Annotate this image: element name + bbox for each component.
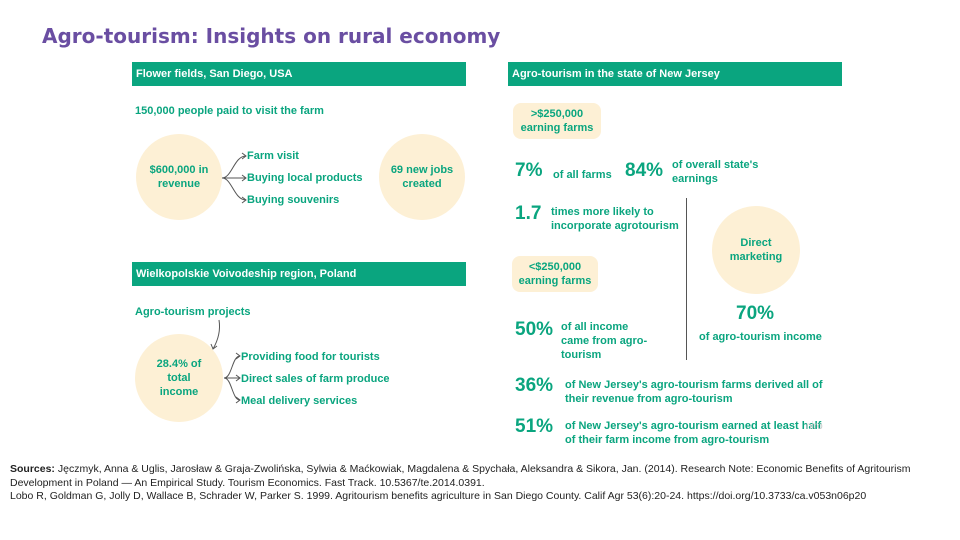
stat-70-value: 70% bbox=[736, 303, 775, 324]
stat-70-text: of agro-tourism income bbox=[699, 331, 822, 343]
stat-36-value: 36% bbox=[515, 375, 554, 396]
stat-50-line-2: came from agro- bbox=[561, 335, 648, 347]
projects-text: Agro-tourism projects bbox=[135, 306, 251, 318]
source-1: Sources: Jęczmyk, Anna & Uglis, Jarosław… bbox=[10, 463, 955, 490]
stray-text: niro bbox=[806, 421, 823, 432]
section-header-new-jersey: Agro-tourism in the state of New Jersey bbox=[508, 62, 842, 86]
direct-line-1: Direct bbox=[740, 237, 772, 249]
stat-84-line-2: earnings bbox=[672, 173, 718, 185]
income-line-1: 28.4% of bbox=[156, 358, 202, 370]
income-line-3: income bbox=[159, 386, 199, 398]
source-line-1: Jęczmyk, Anna & Uglis, Jarosław & Graja-… bbox=[10, 463, 911, 489]
list-item: Direct sales of farm produce bbox=[241, 373, 390, 385]
stat-51-line-1: of New Jersey's agro-tourism earned at l… bbox=[565, 420, 822, 432]
stat-7-value: 7% bbox=[515, 160, 543, 181]
low-earning-pill: <$250,000 earning farms bbox=[512, 256, 598, 292]
stat-36-line-1: of New Jersey's agro-tourism farms deriv… bbox=[565, 379, 823, 391]
stat-51-line-2: of their farm income from agro-tourism bbox=[565, 434, 770, 446]
section-header-san-diego: Flower fields, San Diego, USA bbox=[132, 62, 466, 86]
jobs-circle: 69 new jobs created bbox=[379, 134, 465, 220]
stat-36-text: of New Jersey's agro-tourism farms deriv… bbox=[565, 378, 823, 406]
low-pill-line-1: <$250,000 bbox=[528, 261, 582, 273]
stat-36-line-2: their revenue from agro-tourism bbox=[565, 393, 733, 405]
stat-17-value: 1.7 bbox=[515, 203, 542, 224]
stat-50-line-3: tourism bbox=[561, 349, 602, 361]
source-line-2: Lobo R, Goldman G, Jolly D, Wallace B, S… bbox=[10, 490, 867, 502]
stat-7-text: of all farms bbox=[553, 169, 612, 181]
jobs-line-1: 69 new jobs bbox=[390, 164, 454, 176]
sources-block: Sources: Jęczmyk, Anna & Uglis, Jarosław… bbox=[10, 463, 955, 504]
high-pill-line-2: earning farms bbox=[520, 122, 594, 134]
low-pill-line-2: earning farms bbox=[518, 275, 592, 287]
list-item: Buying local products bbox=[247, 172, 363, 184]
projects-arrow bbox=[210, 319, 220, 350]
sources-label: Sources: bbox=[10, 463, 55, 475]
stat-51-value: 51% bbox=[515, 416, 554, 437]
jobs-line-2: created bbox=[402, 178, 442, 190]
branch-arrows-san-diego bbox=[221, 152, 247, 204]
revenue-circle: $600,000 in revenue bbox=[136, 134, 222, 220]
high-earning-pill: >$250,000 earning farms bbox=[513, 103, 601, 139]
stat-17-text: times more likely to incorporate agrotou… bbox=[551, 205, 679, 233]
revenue-line-1: $600,000 in bbox=[149, 164, 209, 176]
direct-line-2: marketing bbox=[729, 251, 783, 263]
list-item: Farm visit bbox=[247, 150, 299, 162]
list-item: Meal delivery services bbox=[241, 395, 358, 407]
visitors-text: 150,000 people paid to visit the farm bbox=[135, 105, 324, 117]
stat-84-value: 84% bbox=[625, 160, 664, 181]
stat-50-line-1: of all income bbox=[561, 321, 629, 333]
page-title: Agro-tourism: Insights on rural economy bbox=[42, 24, 501, 48]
section-header-poland: Wielkopolskie Voivodeship region, Poland bbox=[132, 262, 466, 286]
direct-marketing-circle: Direct marketing bbox=[712, 206, 800, 294]
list-item: Providing food for tourists bbox=[241, 351, 380, 363]
stat-17-line-1: times more likely to bbox=[551, 206, 654, 218]
income-circle: 28.4% of total income bbox=[135, 334, 223, 422]
stat-17-line-2: incorporate agrotourism bbox=[551, 220, 679, 232]
list-item: Buying souvenirs bbox=[247, 194, 340, 206]
branch-arrows-poland bbox=[223, 352, 241, 404]
stat-50-value: 50% bbox=[515, 319, 554, 340]
stat-84-line-1: of overall state's bbox=[672, 159, 759, 171]
income-line-2: total bbox=[167, 372, 191, 384]
revenue-line-2: revenue bbox=[157, 178, 201, 190]
divider-line bbox=[686, 198, 687, 360]
stat-84-text: of overall state's earnings bbox=[672, 158, 758, 186]
stat-51-text: of New Jersey's agro-tourism earned at l… bbox=[565, 419, 821, 447]
high-pill-line-1: >$250,000 bbox=[530, 108, 584, 120]
stat-50-text: of all income came from agro- tourism bbox=[561, 320, 647, 362]
